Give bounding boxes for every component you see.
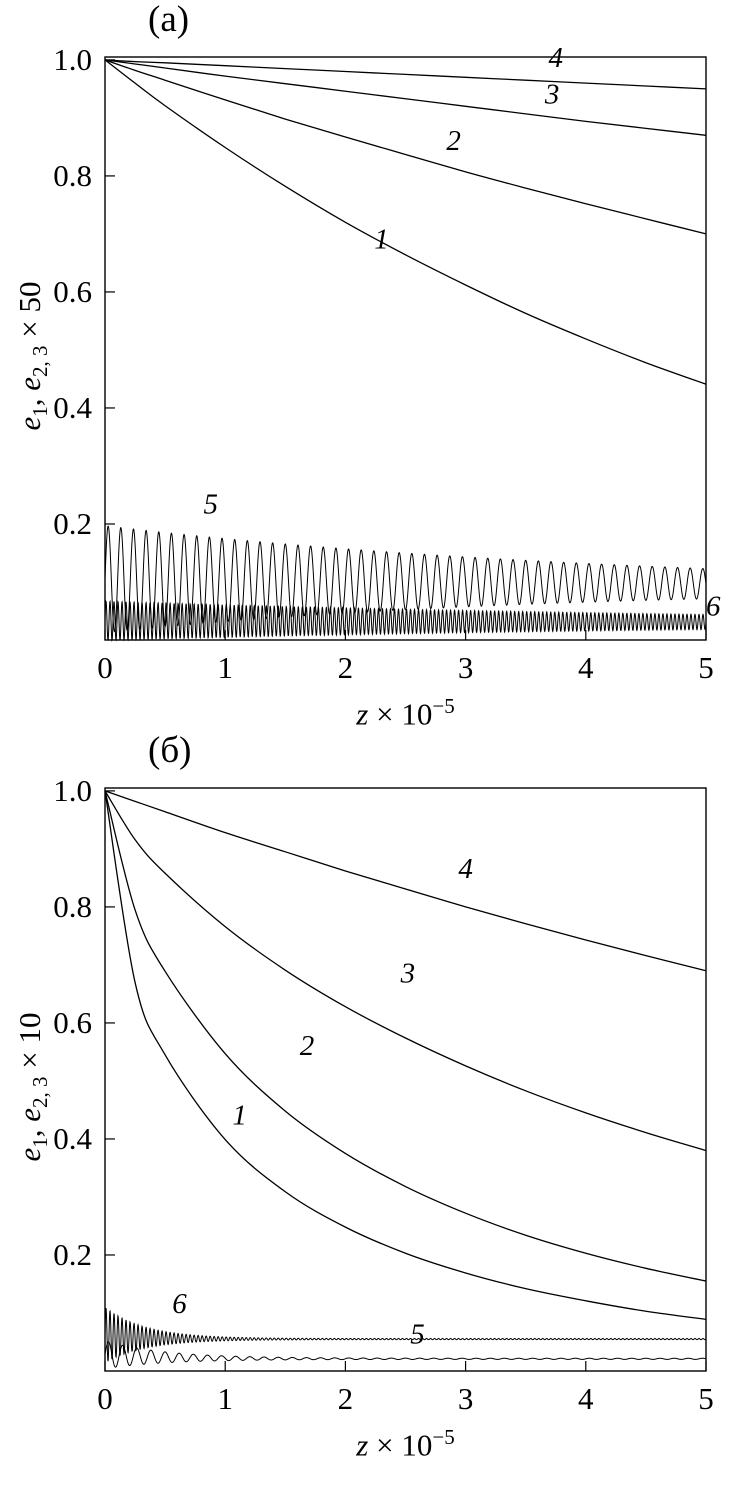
- panel-tag-b: (б): [148, 730, 192, 771]
- curve-2: [104, 790, 707, 1282]
- curve-3: [104, 790, 707, 1152]
- curve-label-5: 5: [410, 1319, 425, 1351]
- x-tick-label: 4: [578, 1381, 594, 1416]
- curve-1: [104, 59, 707, 385]
- y-tick-label: 0.6: [53, 1005, 92, 1040]
- curve-label-1: 1: [374, 223, 389, 255]
- y-tick-label: 0.6: [53, 274, 92, 309]
- curve-label-3: 3: [400, 957, 416, 989]
- x-tick-label: 1: [217, 1381, 233, 1416]
- curve-5: [104, 1341, 707, 1368]
- xlabel-exponent: −5: [432, 1425, 455, 1449]
- x-tick-label: 5: [698, 1381, 714, 1416]
- panel-a: (a) e1, e2, 3 × 50 0 1 2 3 4 5 0.2 0.4 0.6 0.8 1.0…: [12, 0, 721, 732]
- x-tick-label: 2: [338, 1381, 354, 1416]
- xlabel-factor: × 10: [368, 696, 433, 732]
- curve-5: [104, 525, 707, 633]
- x-axis-label-a: z × 10−5: [105, 694, 706, 732]
- xlabel-exponent: −5: [432, 694, 455, 718]
- curve-6: [104, 1307, 707, 1362]
- y-tick-label: 0.4: [53, 1121, 92, 1156]
- y-tick-label: 0.2: [53, 1237, 92, 1272]
- curve-label-2: 2: [446, 125, 461, 157]
- curve-2: [104, 59, 707, 235]
- plot-area-b: 0 1 2 3 4 5 0.2 0.4 0.6 0.8 1.0 1 2 3 4 6 5: [53, 773, 714, 1416]
- curve-3: [104, 59, 707, 136]
- curve-4: [104, 59, 707, 90]
- curve-label-5: 5: [204, 489, 219, 521]
- curve-label-4: 4: [458, 853, 473, 885]
- plot-frame: [104, 787, 707, 1372]
- plot-area-a: 0 1 2 3 4 5 0.2 0.4 0.6 0.8 1.0 1 2 3 4 5 6: [53, 42, 721, 685]
- x-tick-label: 0: [97, 1381, 113, 1416]
- x-tick-label: 3: [458, 650, 474, 685]
- y-tick-label: 1.0: [53, 42, 92, 77]
- x-tick-label: 5: [698, 650, 714, 685]
- y-tick-label: 0.4: [53, 390, 92, 425]
- y-tick-label: 0.8: [53, 889, 92, 924]
- xlabel-variable: z: [356, 1427, 369, 1463]
- plot-frame: [104, 56, 707, 641]
- xlabel-variable: z: [356, 696, 369, 732]
- x-tick-label: 4: [578, 650, 594, 685]
- curve-1: [104, 790, 707, 1321]
- curve-4: [104, 790, 707, 972]
- panel-b: (б) e1, e2, 3 × 10 0 1 2 3 4 5 0.2 0.4 0.6 0.8 1.0…: [0, 730, 733, 1477]
- y-tick-label: 1.0: [53, 773, 92, 808]
- curve-label-6: 6: [706, 591, 721, 623]
- curve-label-6: 6: [172, 1288, 187, 1320]
- curve-6: [104, 599, 707, 642]
- xlabel-factor: × 10: [368, 1427, 433, 1463]
- curve-label-1: 1: [232, 1099, 247, 1131]
- x-tick-label: 3: [458, 1381, 474, 1416]
- curve-label-4: 4: [549, 42, 564, 74]
- x-tick-label: 1: [217, 650, 233, 685]
- x-axis-label-b: z × 10−5: [105, 1425, 706, 1463]
- curve-label-2: 2: [300, 1030, 315, 1062]
- panel-tag-a: (a): [148, 0, 190, 40]
- x-tick-label: 2: [338, 650, 354, 685]
- curve-label-3: 3: [544, 78, 560, 110]
- x-tick-label: 0: [97, 650, 113, 685]
- y-tick-label: 0.8: [53, 158, 92, 193]
- y-tick-label: 0.2: [53, 506, 92, 541]
